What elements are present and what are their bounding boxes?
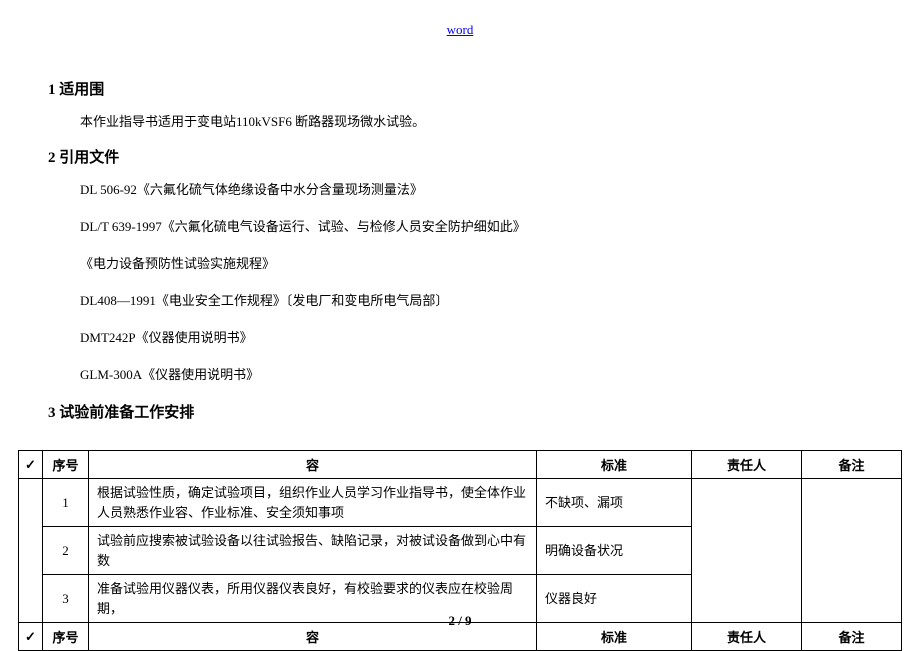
page-header: word: [0, 0, 920, 38]
th-std: 标准: [537, 451, 692, 479]
th-note: 备注: [802, 451, 902, 479]
section3-title: 3 试验前准备工作安排: [48, 401, 872, 422]
ref-5: GLM-300A《仪器使用说明书》: [48, 364, 872, 383]
ref-0: DL 506-92《六氟化硫气体绝缘设备中水分含量现场测量法》: [48, 179, 872, 198]
cell-content: 试验前应搜索被试验设备以往试验报告、缺陷记录，对被试设备做到心中有数: [89, 527, 537, 575]
ref-4: DMT242P《仪器使用说明书》: [48, 327, 872, 346]
cell-resp: [692, 479, 802, 623]
cell-note: [802, 479, 902, 623]
cell-std: 明确设备状况: [537, 527, 692, 575]
table-header-row: ✓ 序号 容 标准 责任人 备注: [19, 451, 902, 479]
cell-seq: 2: [43, 527, 89, 575]
ref-3: DL408—1991《电业安全工作规程》〔发电厂和变电所电气局部〕: [48, 290, 872, 309]
section1-title: 1 适用围: [48, 78, 872, 99]
th-resp: 责任人: [692, 451, 802, 479]
section1-body: 本作业指导书适用于变电站110kVSF6 断路器现场微水试验。: [48, 111, 872, 130]
section2-title: 2 引用文件: [48, 146, 872, 167]
header-link[interactable]: word: [447, 22, 474, 37]
table-row: 1 根据试验性质，确定试验项目，组织作业人员学习作业指导书，使全体作业人员熟悉作…: [19, 479, 902, 527]
cell-check: [19, 479, 43, 623]
th-seq: 序号: [43, 451, 89, 479]
ref-1: DL/T 639-1997《六氟化硫电气设备运行、试验、与检修人员安全防护细如此…: [48, 216, 872, 235]
cell-std: 不缺项、漏项: [537, 479, 692, 527]
page-footer: 2 / 9: [0, 613, 920, 629]
cell-content: 根据试验性质，确定试验项目，组织作业人员学习作业指导书，使全体作业人员熟悉作业容…: [89, 479, 537, 527]
content: 1 适用围 本作业指导书适用于变电站110kVSF6 断路器现场微水试验。 2 …: [0, 38, 920, 422]
th-check: ✓: [19, 451, 43, 479]
ref-2: 《电力设备预防性试验实施规程》: [48, 253, 872, 272]
th-content: 容: [89, 451, 537, 479]
cell-seq: 1: [43, 479, 89, 527]
